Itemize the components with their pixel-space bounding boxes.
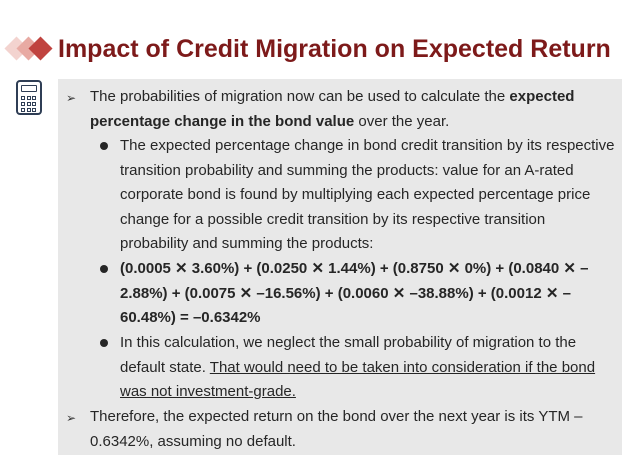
content-panel: ➢ The probabilities of migration now can…	[58, 79, 622, 455]
diamond-cluster-icon	[4, 36, 56, 62]
calculator-keys	[21, 96, 39, 114]
formula-text: (0.0005 ✕ 3.60%) + (0.0250 ✕ 1.44%) + (0…	[120, 260, 589, 326]
bullet-probabilities: ➢ The probabilities of migration now can…	[66, 85, 614, 134]
title-bar: Impact of Credit Migration on Expected R…	[0, 30, 636, 68]
calculator-screen	[21, 85, 37, 92]
sub-bullet-method: The expected percentage change in bond c…	[96, 134, 616, 257]
bold-phrase: expected percentage change in the bond v…	[90, 88, 575, 130]
sub-bullet-formula: (0.0005 ✕ 3.60%) + (0.0250 ✕ 1.44%) + (0…	[96, 257, 616, 331]
bullet-conclusion: ➢ Therefore, the expected return on the …	[66, 405, 614, 454]
calculator-icon	[16, 80, 42, 115]
underlined-note: That would need to be taken into conside…	[120, 358, 596, 401]
sub-bullet-text: In this calculation, we neglect the smal…	[120, 334, 596, 401]
bullet-text: Therefore, the expected return on the bo…	[90, 408, 583, 450]
sub-bullet-default: In this calculation, we neglect the smal…	[96, 331, 616, 405]
bullet-text: The probabilities of migration now can b…	[90, 88, 575, 130]
dot-bullet-icon	[100, 339, 108, 347]
sub-bullet-text: The expected percentage change in bond c…	[120, 137, 615, 252]
arrow-bullet-icon: ➢	[66, 411, 77, 425]
slide-title: Impact of Credit Migration on Expected R…	[58, 35, 611, 63]
arrow-bullet-icon: ➢	[66, 91, 77, 105]
dot-bullet-icon	[100, 142, 108, 150]
dot-bullet-icon	[100, 265, 108, 273]
